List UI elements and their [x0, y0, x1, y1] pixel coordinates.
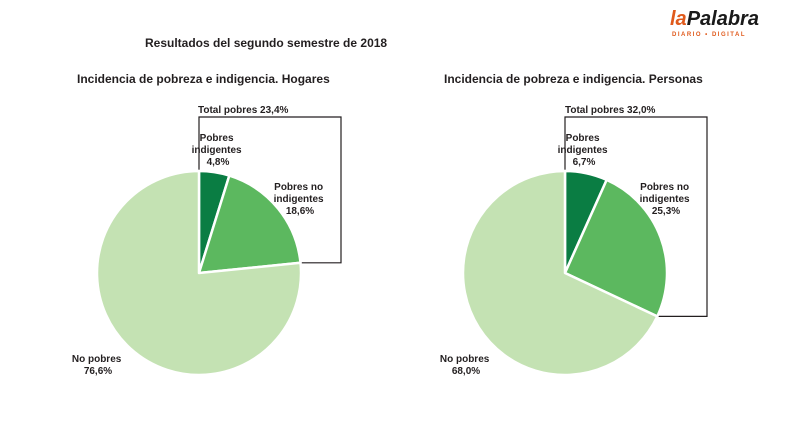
logo-tagline: DIARIO • DIGITAL — [672, 32, 746, 38]
logo: laPalabra DIARIO • DIGITAL — [670, 8, 759, 38]
total-poor-bracket — [198, 116, 342, 264]
chart-title: Incidencia de pobreza e indigencia. Pers… — [444, 72, 703, 86]
total-poor-label: Total pobres 32,0% — [565, 105, 656, 116]
logo-wordmark: laPalabra — [670, 8, 759, 30]
total-poor-bracket — [564, 116, 708, 317]
slice-label-line: Pobres — [566, 133, 600, 144]
slice-label-line: indigentes — [558, 145, 608, 156]
slice-label-line: No pobres — [72, 354, 122, 365]
slice-label-no-pobres: No pobres 68,0% — [440, 354, 492, 377]
slice-label-no-pobres: No pobres 76,6% — [72, 354, 124, 377]
slice-label-line: No pobres — [440, 354, 490, 365]
slice-label-line: indigentes — [640, 194, 690, 205]
pie-slice-no-indigentes — [563, 178, 669, 318]
slice-label-no-indigentes: Pobres no indigentes 18,6% — [274, 182, 327, 217]
slice-label-line: indigentes — [192, 145, 242, 156]
total-poor-label: Total pobres 23,4% — [198, 105, 289, 116]
logo-tagline-1: DIARIO — [672, 32, 702, 38]
logo-part-palabra: Palabra — [687, 8, 759, 30]
slice-label-line: indigentes — [274, 194, 324, 205]
pie-slice-no-pobres — [461, 169, 659, 377]
slice-label-indigentes: Pobres indigentes 4,8% — [192, 133, 245, 168]
main-title: Resultados del segundo semestre de 2018 — [145, 36, 387, 50]
pie-slice-no-indigentes — [197, 174, 302, 275]
logo-tagline-sep: • — [705, 32, 709, 38]
slice-label-line: Pobres no — [274, 182, 323, 193]
slice-label-line: Pobres — [200, 133, 234, 144]
slice-value-label: 6,7% — [573, 157, 596, 168]
slice-value-label: 25,3% — [652, 206, 680, 217]
logo-tagline-2: DIGITAL — [712, 32, 746, 38]
pie-slice-no-pobres — [95, 169, 303, 377]
chart-title: Incidencia de pobreza e indigencia. Hoga… — [77, 72, 330, 86]
pie-slices — [461, 169, 669, 377]
slice-value-label: 4,8% — [207, 157, 230, 168]
pie-slices — [95, 169, 303, 377]
pie-chart-hogares: Incidencia de pobreza e indigencia. Hoga… — [72, 72, 342, 377]
slice-label-no-indigentes: Pobres no indigentes 25,3% — [640, 182, 693, 217]
logo-part-la: la — [670, 8, 687, 30]
slice-value-label: 18,6% — [286, 206, 314, 217]
pie-chart-personas: Incidencia de pobreza e indigencia. Pers… — [440, 72, 708, 377]
slice-value-label: 68,0% — [452, 366, 480, 377]
slice-value-label: 76,6% — [84, 366, 112, 377]
slice-label-line: Pobres no — [640, 182, 689, 193]
slice-label-indigentes: Pobres indigentes 6,7% — [558, 133, 611, 168]
